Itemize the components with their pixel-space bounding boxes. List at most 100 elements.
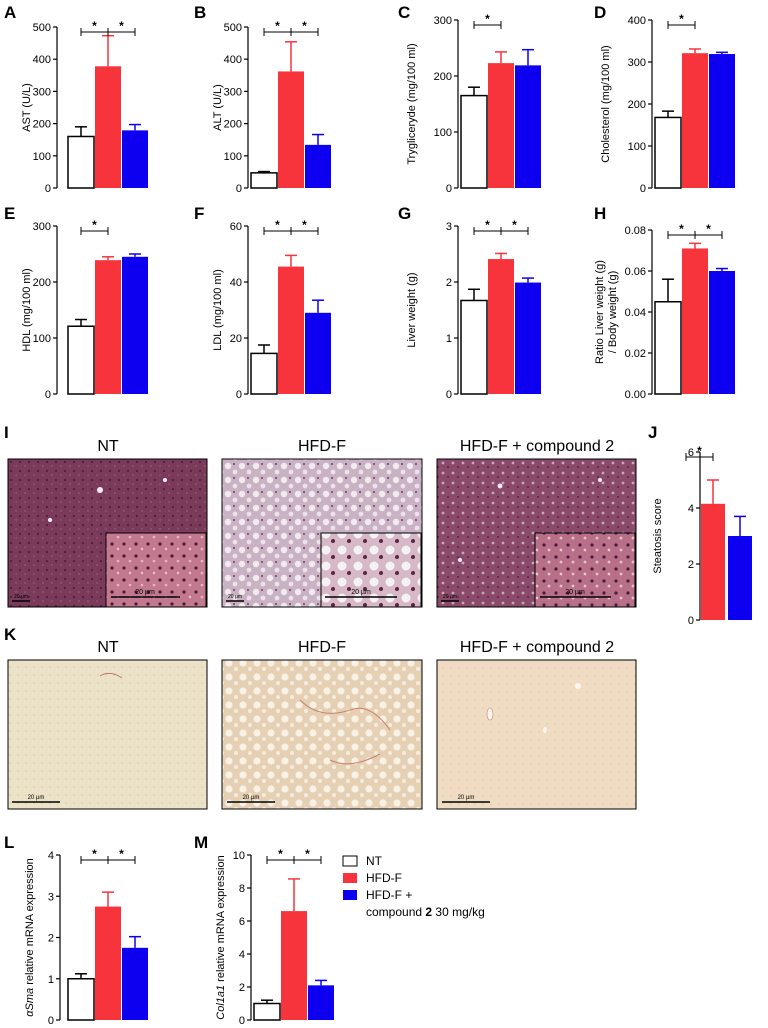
y-tick-label: 0.08 (625, 225, 646, 237)
bar (709, 54, 735, 188)
panel-letter-G: G (398, 204, 411, 223)
bar (515, 282, 541, 394)
legend-label-nt: NT (366, 854, 383, 868)
bar (250, 172, 278, 189)
y-tick-label: 200 (628, 99, 646, 111)
he-title-hfd: HFD-F (298, 438, 346, 455)
significance-star: * (92, 847, 97, 861)
y-tick-label: 2 (688, 559, 694, 571)
histology-sirius-panel: K NT HFD-F HFD-F + compound 2 20 µm 20 µ… (4, 625, 637, 810)
chart-panel-E: E 0 100 200 300 HDL (mg/100 ml) * (4, 204, 148, 401)
bar (308, 985, 334, 1020)
he-title-nt: NT (97, 438, 119, 455)
significance-star: * (512, 218, 517, 232)
bar (728, 536, 752, 620)
y-axis-label: Trygliceryde (mg/100 ml) (406, 43, 418, 164)
y-tick-label: 0 (446, 183, 452, 195)
y-tick-label: 300 (628, 57, 646, 69)
bar (281, 911, 307, 1020)
y-tick-label: 200 (434, 71, 452, 83)
y-axis-label: LDL (mg/100 ml) (212, 269, 224, 351)
sr-title-compound: HFD-F + compound 2 (460, 639, 614, 656)
bar (654, 116, 682, 189)
panel-letter-D: D (594, 3, 606, 22)
bar (122, 130, 148, 188)
bar (460, 94, 488, 189)
panel-letter-C: C (398, 3, 410, 22)
y-tick-label: 0 (236, 183, 242, 195)
chart-panel-J: J 0 2 4 6 Steatosis score * (648, 423, 752, 627)
bar (278, 71, 304, 188)
bar (67, 978, 95, 1021)
significance-star: * (119, 847, 124, 861)
scale-label: 20 µm (458, 795, 475, 801)
he-image-compound: 20 µm 20 µm (436, 458, 637, 608)
bar (682, 53, 708, 189)
y-axis-label-2: / Body weight (g) (607, 271, 619, 354)
y-tick-label: 4 (48, 850, 54, 862)
chart-panel-F: F 0 20 40 60 LDL (mg/100 ml) * * (194, 204, 331, 401)
scale-label: 20 µm (565, 589, 585, 596)
bar (654, 301, 682, 395)
panel-letter-A: A (4, 3, 16, 22)
y-tick-label: 400 (628, 15, 646, 27)
bar (250, 352, 278, 395)
scale-label: 20 µm (28, 795, 45, 801)
significance-star: * (706, 222, 711, 236)
legend-label-hfd: HFD-F (366, 871, 402, 885)
y-tick-label: 0 (45, 389, 51, 401)
significance-star: * (92, 218, 97, 232)
y-tick-label: 4 (688, 503, 694, 515)
bar (253, 1002, 281, 1021)
he-title-compound: HFD-F + compound 2 (460, 438, 614, 455)
y-axis-label: Cholesterol (mg/100 ml) (600, 45, 612, 162)
y-tick-label: 2 (446, 277, 452, 289)
y-axis-label: HDL (mg/100 ml) (21, 268, 33, 351)
y-tick-label: 200 (33, 277, 51, 289)
legend-swatch-compound (343, 890, 357, 900)
bar (305, 312, 331, 394)
chart-panel-M: M 0 2 4 6 8 10 Col1a1 relative mRNA expression *… (194, 833, 334, 1027)
y-tick-label: 20 (230, 333, 242, 345)
panel-letter-K: K (4, 625, 17, 644)
bar (460, 299, 488, 395)
he-inset-nt (105, 532, 207, 608)
significance-star: * (278, 847, 283, 861)
y-tick-label: 100 (434, 127, 452, 139)
y-tick-label: 0.02 (625, 348, 646, 360)
y-tick-label: 6 (239, 916, 245, 928)
he-image-hfd: 20 µm 20 µm (221, 458, 423, 608)
chart-panel-L: L 0 1 2 3 4 αSma relative mRNA expression * * (4, 833, 148, 1027)
significance-star: * (679, 222, 684, 236)
y-tick-label: 0.04 (625, 307, 646, 319)
y-tick-label: 0 (239, 1015, 245, 1027)
bar (67, 135, 95, 189)
y-tick-label: 2 (239, 982, 245, 994)
bar (122, 256, 148, 394)
he-image-nt: 20 µm 20 µm (7, 458, 208, 608)
panel-letter-B: B (194, 3, 206, 22)
panel-letter-E: E (4, 204, 15, 223)
y-tick-label: 6 (688, 447, 694, 459)
bar (67, 325, 95, 395)
significance-star: * (275, 218, 280, 232)
bar (488, 63, 514, 189)
sr-title-hfd: HFD-F (298, 639, 346, 656)
y-tick-label: 100 (224, 151, 242, 163)
he-inset-hfd (320, 532, 422, 608)
legend-swatch-hfd (343, 873, 357, 883)
y-tick-label: 300 (434, 15, 452, 27)
y-axis-label: ALT (U/L) (212, 84, 224, 131)
significance-star: * (305, 847, 310, 861)
chart-panel-D: D 0 100 200 300 400 Cholesterol (mg/100 ml) * (594, 3, 735, 195)
y-tick-label: 300 (33, 221, 51, 233)
y-axis-label: Ratio Liver weight (g) (594, 260, 606, 364)
bar (709, 271, 735, 394)
panel-letter-H: H (594, 204, 606, 223)
y-tick-label: 100 (628, 141, 646, 153)
y-tick-label: 10 (233, 850, 245, 862)
histology-he-panel: I NT HFD-F HFD-F + compound 2 20 µm 20 µ… (4, 423, 637, 608)
significance-star: * (302, 218, 307, 232)
chart-panel-A: A 0 100 200 300 400 500 AST (U/L) * * (4, 3, 148, 195)
chart-panel-G: G 0 1 2 3 Liver weight (g) * * (398, 204, 541, 401)
